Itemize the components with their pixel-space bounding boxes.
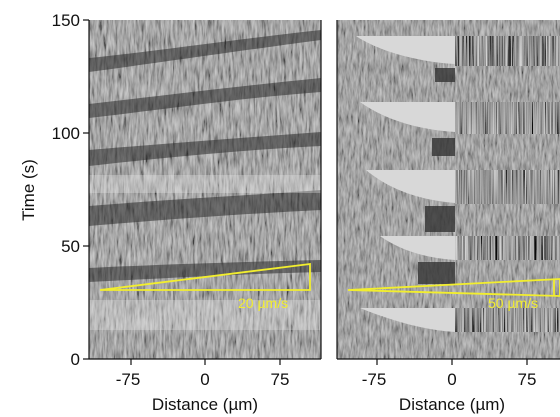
- x-tick-label: 0: [447, 370, 456, 389]
- x-tick-label: 75: [271, 370, 290, 389]
- x-tick-label: 75: [518, 370, 537, 389]
- right-kymograph-image: [337, 20, 560, 359]
- y-tick-label: 150: [52, 11, 80, 30]
- left-velocity-label: 20 µm/s: [238, 295, 288, 311]
- right-x-axis-ticks: [376, 359, 528, 365]
- left-x-axis-ticks: [130, 359, 281, 365]
- y-axis-title: Time (s): [19, 159, 38, 221]
- x-tick-label: -75: [362, 370, 387, 389]
- left-velocity-wedge: [99, 262, 311, 291]
- y-tick-label: 50: [61, 237, 80, 256]
- left-kymograph-image: [89, 20, 321, 359]
- x-axis-title: Distance (µm): [152, 395, 258, 414]
- y-tick-label: 0: [71, 350, 80, 369]
- right-velocity-wedge: [347, 278, 560, 297]
- right-axes-frame: [336, 20, 560, 360]
- x-tick-label: 0: [200, 370, 209, 389]
- y-tick-label: 100: [52, 124, 80, 143]
- right-velocity-label: 50 µm/s: [488, 295, 538, 311]
- x-tick-label: -75: [116, 370, 141, 389]
- x-axis-title: Distance (µm): [399, 395, 505, 414]
- y-axis-ticks: [83, 19, 89, 360]
